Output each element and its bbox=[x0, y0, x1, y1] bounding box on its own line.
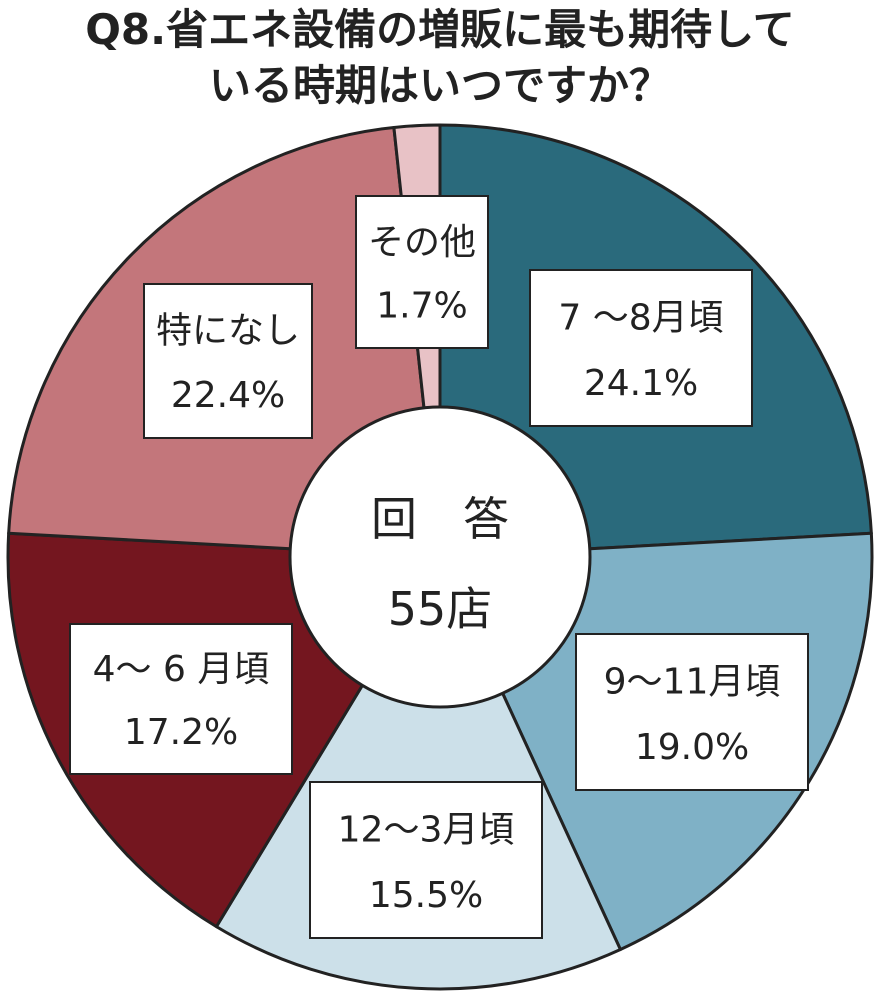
slice-label-box bbox=[529, 269, 753, 427]
slice-label-box bbox=[143, 283, 313, 439]
slice-value-label: 24.1% bbox=[584, 363, 698, 404]
chart-title-line-2: いる時期はいつですか？ bbox=[208, 61, 671, 110]
slice-label: 特になし 22.4% bbox=[143, 283, 313, 439]
slice-category-label: 7 ～8月頃 bbox=[558, 297, 723, 338]
slice-category-label: 4～ 6 月頃 bbox=[93, 649, 270, 690]
slice-label-box bbox=[309, 781, 543, 939]
chart-title: Q8.省エネ設備の増販に最も期待して いる時期はいつですか？ bbox=[0, 2, 880, 114]
slice-label-box bbox=[575, 633, 809, 791]
slice-value-label: 19.0% bbox=[635, 727, 749, 768]
slice-label-box bbox=[69, 623, 293, 775]
chart-title-line-1: Q8.省エネ設備の増販に最も期待して bbox=[85, 5, 795, 54]
slice-value-label: 1.7% bbox=[376, 286, 467, 327]
slice-labels: 7 ～8月頃 24.1% 9～11月頃 19.0% 12～3月頃 15.5% 4～ 6 月頃… bbox=[69, 195, 809, 939]
center-label-count: 55店 bbox=[388, 582, 493, 636]
slice-category-label: 9～11月頃 bbox=[604, 661, 781, 702]
slice-label: その他 1.7% bbox=[355, 195, 489, 349]
slice-label: 9～11月頃 19.0% bbox=[575, 633, 809, 791]
slice-label: 12～3月頃 15.5% bbox=[309, 781, 543, 939]
slice-category-label: 特になし bbox=[156, 311, 300, 352]
slice-value-label: 22.4% bbox=[171, 375, 285, 416]
slice-value-label: 17.2% bbox=[124, 712, 238, 753]
slice-category-label: 12～3月頃 bbox=[338, 809, 515, 850]
center-label-answer: 回 答 bbox=[371, 492, 509, 546]
donut-center-hole bbox=[288, 405, 592, 709]
slice-value-label: 15.5% bbox=[369, 875, 483, 916]
slice-label-box bbox=[355, 195, 489, 349]
slice-category-label: その他 bbox=[368, 222, 476, 263]
slice-label: 7 ～8月頃 24.1% bbox=[529, 269, 753, 427]
slice-label: 4～ 6 月頃 17.2% bbox=[69, 623, 293, 775]
